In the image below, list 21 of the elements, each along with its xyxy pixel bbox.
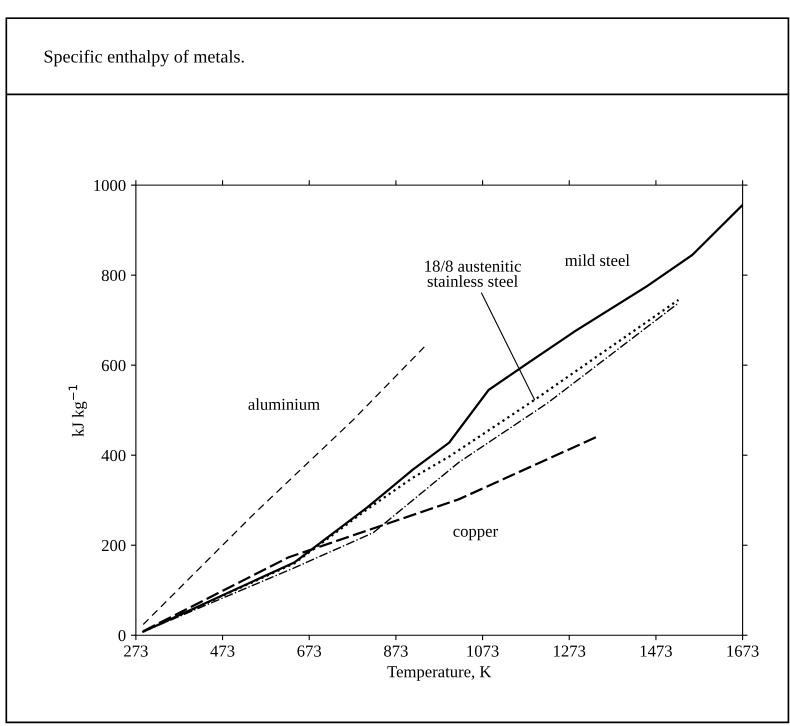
- y-tick-label: 200: [102, 540, 126, 552]
- y-tick-label: 600: [102, 360, 126, 372]
- y-tick-label: 0: [118, 630, 126, 642]
- series-label: aluminium: [248, 398, 320, 410]
- series-label: mild steel: [565, 254, 630, 266]
- y-tick-label: 800: [102, 270, 126, 282]
- series-label: copper: [453, 528, 498, 540]
- x-tick-label: 673: [297, 646, 322, 657]
- x-tick-label: 273: [124, 646, 148, 657]
- y-tick-label: 1000: [94, 180, 126, 192]
- annotation: 18/8 austenitic stainless steel: [425, 260, 521, 287]
- x-tick-label: 1273: [554, 646, 586, 657]
- x-tick-label: 473: [210, 646, 234, 657]
- x-axis-title: Temperature, K: [387, 666, 492, 681]
- x-tick-label: 1073: [467, 645, 499, 657]
- x-tick-label: 873: [384, 645, 408, 657]
- y-axis-title: kJ kg$^{−1}$: [68, 385, 88, 437]
- x-tick-label: 1673: [727, 646, 759, 657]
- x-tick-label: 1473: [640, 646, 672, 657]
- chart-title: Specific enthalpy of metals.: [44, 50, 244, 66]
- y-tick-label: 400: [101, 450, 126, 462]
